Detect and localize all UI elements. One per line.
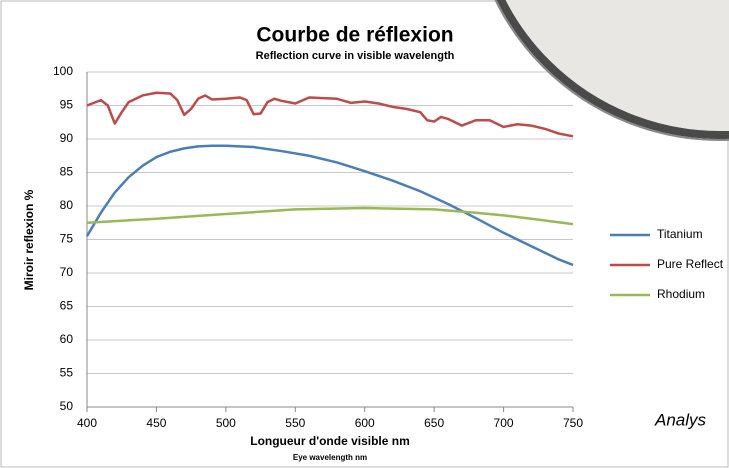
- chart-subtitle: Reflection curve in visible wavelength: [256, 50, 455, 62]
- y-tick-label: 55: [60, 366, 74, 380]
- chart: Courbe de réflexion Reflection curve in …: [0, 0, 729, 468]
- annotation: Analys: [654, 410, 707, 429]
- x-tick-label: 700: [494, 416, 514, 430]
- y-tick-label: 95: [60, 98, 74, 112]
- y-axis-label: Miroir reflexion %: [22, 189, 36, 290]
- x-tick-label: 500: [216, 416, 236, 430]
- x-axis-label: Longueur d'onde visible nm: [250, 434, 410, 448]
- y-tick-label: 70: [60, 265, 74, 279]
- y-tick-label: 80: [60, 198, 74, 212]
- x-axis-sublabel: Eye wavelength nm: [293, 453, 367, 462]
- chart-title: Courbe de réflexion: [256, 24, 453, 47]
- y-tick-label: 60: [60, 332, 74, 346]
- legend-label: Titanium: [657, 227, 703, 241]
- x-tick-label: 450: [146, 416, 166, 430]
- x-tick-label: 750: [563, 416, 583, 430]
- legend-label: Rhodium: [657, 287, 705, 301]
- legend-label: Pure Reflect: [657, 257, 724, 271]
- x-tick-label: 600: [355, 416, 375, 430]
- x-tick-label: 650: [424, 416, 444, 430]
- y-tick-label: 90: [60, 131, 74, 145]
- x-tick-label: 400: [77, 416, 97, 430]
- y-tick-label: 75: [60, 232, 74, 246]
- x-tick-label: 550: [285, 416, 305, 430]
- y-tick-label: 85: [60, 165, 74, 179]
- y-tick-label: 65: [60, 299, 74, 313]
- y-tick-label: 50: [60, 399, 74, 413]
- y-tick-label: 100: [53, 64, 73, 78]
